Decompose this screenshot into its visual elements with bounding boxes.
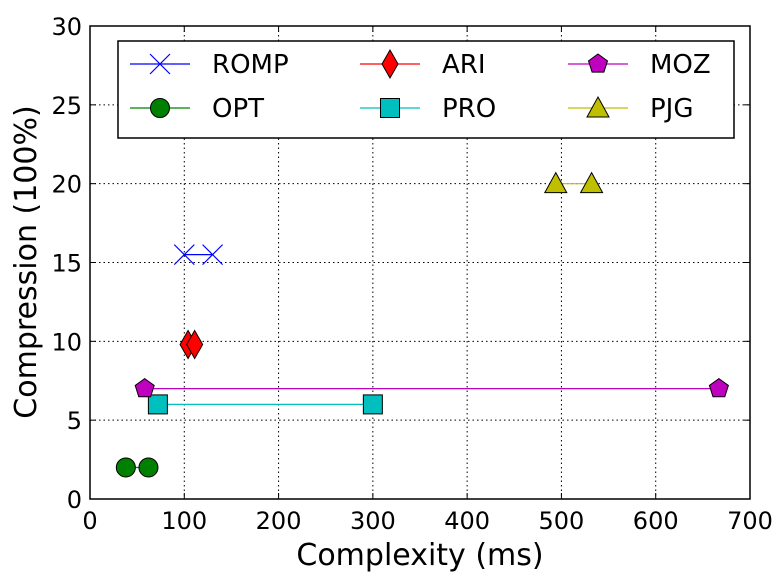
x-tick-label: 300 bbox=[350, 507, 396, 535]
ticks: 0 100 200 300 400 500 600 700 0 5 10 15 20 25 30 bbox=[51, 13, 772, 535]
y-tick-label: 20 bbox=[51, 171, 82, 199]
series-pro bbox=[147, 394, 383, 415]
legend-box bbox=[117, 40, 735, 139]
legend-item-pro: PRO bbox=[360, 94, 496, 124]
y-tick-label: 15 bbox=[51, 250, 82, 278]
legend-marker-opt bbox=[150, 98, 170, 118]
pjg-point bbox=[579, 171, 604, 194]
series-pjg bbox=[543, 171, 604, 194]
moz-point bbox=[134, 377, 155, 398]
x-tick-label: 500 bbox=[539, 507, 585, 535]
legend-marker-pjg bbox=[586, 95, 610, 118]
romp-point bbox=[173, 244, 195, 266]
y-tick-label: 25 bbox=[51, 92, 82, 120]
legend-item-opt: OPT bbox=[130, 94, 264, 124]
y-tick-label: 10 bbox=[51, 328, 82, 356]
legend-item-moz: MOZ bbox=[568, 50, 711, 80]
x-tick-label: 0 bbox=[82, 507, 97, 535]
y-tick-label: 30 bbox=[51, 13, 82, 41]
y-tick-label: 0 bbox=[67, 486, 82, 514]
pjg-point bbox=[543, 171, 568, 194]
series-romp bbox=[173, 244, 223, 266]
pro-point bbox=[362, 394, 383, 415]
series-layer bbox=[115, 171, 729, 478]
romp-point bbox=[202, 244, 223, 266]
opt-point bbox=[115, 457, 136, 478]
x-tick-label: 600 bbox=[633, 507, 679, 535]
legend-label-romp: ROMP bbox=[212, 50, 289, 80]
legend-item-romp: ROMP bbox=[130, 50, 289, 80]
opt-point bbox=[138, 457, 159, 478]
legend-item-pjg: PJG bbox=[568, 94, 694, 124]
legend-item-ari: ARI bbox=[360, 48, 486, 80]
x-axis-label: Complexity (ms) bbox=[296, 538, 543, 573]
x-tick-label: 700 bbox=[727, 507, 773, 535]
ari-point bbox=[186, 329, 204, 360]
y-tick-label: 5 bbox=[67, 407, 82, 435]
legend-label-pjg: PJG bbox=[650, 94, 694, 124]
legend-label-opt: OPT bbox=[212, 94, 264, 124]
x-tick-label: 100 bbox=[161, 507, 207, 535]
legend-label-pro: PRO bbox=[442, 94, 496, 124]
x-tick-label: 200 bbox=[256, 507, 302, 535]
y-axis-label: Compression (100%) bbox=[9, 105, 44, 418]
series-ari bbox=[179, 329, 204, 360]
series-opt bbox=[115, 457, 159, 478]
legend-label-moz: MOZ bbox=[650, 50, 711, 80]
legend-marker-ari bbox=[381, 48, 399, 80]
legend-marker-pro bbox=[380, 98, 400, 118]
pro-point bbox=[147, 394, 168, 415]
legend-marker-romp bbox=[149, 53, 171, 75]
legend-marker-moz bbox=[587, 53, 609, 73]
legend-label-ari: ARI bbox=[442, 50, 486, 80]
legend: ROMP OPT ARI PRO MOZ PJG bbox=[117, 40, 735, 139]
moz-point bbox=[708, 377, 729, 398]
series-moz bbox=[134, 377, 729, 398]
x-tick-label: 400 bbox=[444, 507, 490, 535]
